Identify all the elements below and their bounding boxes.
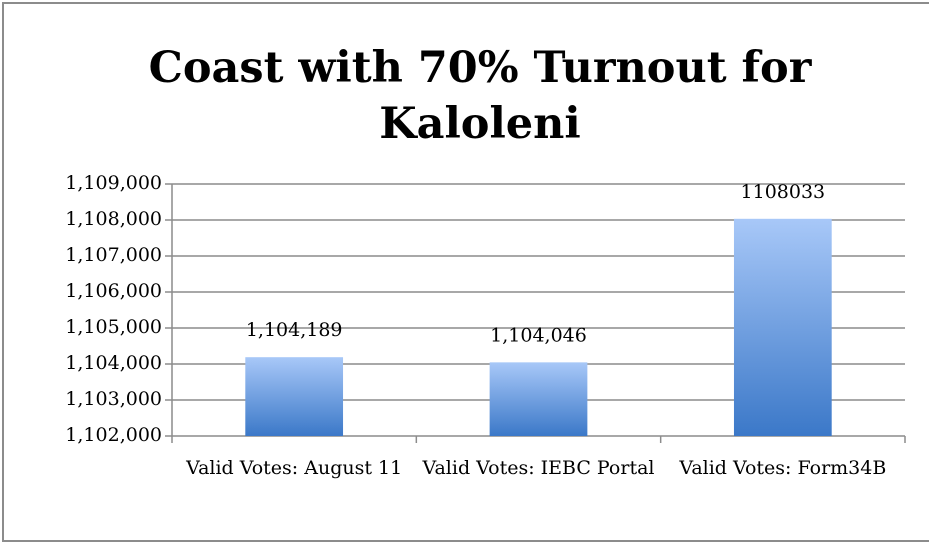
y-tick-label: 1,107,000	[65, 244, 162, 266]
value-label: 1,104,046	[490, 324, 587, 346]
y-tick-label: 1,108,000	[65, 208, 162, 230]
x-tick-label: Valid Votes: August 11	[186, 457, 403, 479]
y-tick-label: 1,104,000	[65, 352, 162, 374]
bar	[489, 362, 588, 436]
y-tick-label: 1,102,000	[65, 424, 162, 446]
y-tick-label: 1,109,000	[65, 172, 162, 194]
x-tick-label: Valid Votes: Form34B	[679, 457, 887, 479]
chart: 1,102,000 1,103,000 1,104,000 1,105,000 1,10…	[65, 172, 906, 446]
y-tick-label: 1,103,000	[65, 388, 162, 410]
bar	[733, 218, 832, 436]
y-tick-label: 1,106,000	[65, 280, 162, 302]
y-tick-label: 1,105,000	[65, 316, 162, 338]
value-label: 1,104,189	[246, 319, 343, 341]
value-label: 1108033	[741, 181, 826, 203]
x-tick-label: Valid Votes: IEBC Portal	[422, 457, 655, 479]
chart-title: Coast with 70% Turnout for Kaloleni	[148, 43, 812, 149]
bar	[245, 357, 344, 436]
